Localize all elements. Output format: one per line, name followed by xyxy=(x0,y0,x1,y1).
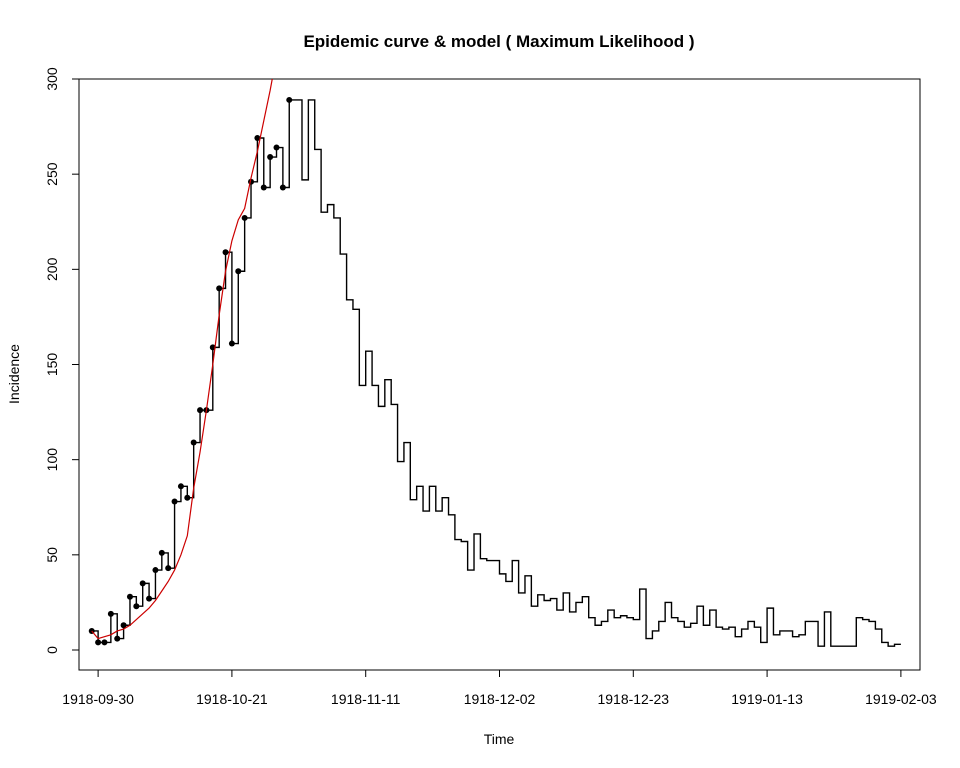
observed-point xyxy=(228,340,235,347)
observed-point xyxy=(273,144,280,151)
observed-point xyxy=(165,565,172,572)
model-fit-line xyxy=(91,79,273,640)
observed-point xyxy=(95,639,102,646)
observed-point xyxy=(139,580,146,587)
observed-point xyxy=(177,483,184,490)
observed-point xyxy=(171,498,178,505)
observed-point xyxy=(267,154,274,161)
observed-point xyxy=(222,249,229,256)
y-axis-title: Incidence xyxy=(6,344,22,404)
x-tick-label: 1918-12-23 xyxy=(597,691,669,707)
observed-point xyxy=(279,184,286,191)
x-tick-label: 1918-12-02 xyxy=(464,691,536,707)
observed-point xyxy=(152,567,159,574)
axes: 1918-09-30 1918-10-21 1918-11-11 1918-12-02… xyxy=(44,67,937,707)
observed-point xyxy=(120,622,127,629)
observed-point xyxy=(133,603,140,610)
x-axis-title: Time xyxy=(484,731,515,747)
observed-point xyxy=(235,268,242,275)
observed-point xyxy=(126,593,133,600)
observed-point xyxy=(146,595,153,602)
observed-point xyxy=(114,635,121,642)
y-tick-label: 300 xyxy=(44,67,60,91)
observed-point xyxy=(107,610,114,617)
observed-point xyxy=(101,639,108,646)
observed-point xyxy=(241,214,248,221)
y-tick-label: 150 xyxy=(44,353,60,377)
y-tick-label: 0 xyxy=(44,646,60,654)
y-tick-label: 100 xyxy=(44,448,60,472)
observed-point xyxy=(254,135,261,141)
x-tick-label: 1918-09-30 xyxy=(62,691,134,707)
y-tick-label: 200 xyxy=(44,257,60,281)
observed-point xyxy=(286,96,293,103)
x-tick-label: 1919-01-13 xyxy=(731,691,803,707)
observed-point xyxy=(158,549,165,556)
observed-point xyxy=(184,494,191,501)
observed-point xyxy=(260,184,267,191)
x-tick-label: 1918-10-21 xyxy=(196,691,268,707)
plot-marks xyxy=(88,79,901,647)
y-tick-label: 250 xyxy=(44,162,60,186)
y-tick-label: 50 xyxy=(44,547,60,563)
x-tick-label: 1919-02-03 xyxy=(865,691,937,707)
observed-point xyxy=(216,285,223,292)
x-tick-label: 1918-11-11 xyxy=(331,691,401,707)
observed-point xyxy=(197,407,204,414)
observed-point xyxy=(190,439,197,446)
chart-title: Epidemic curve & model ( Maximum Likelih… xyxy=(303,32,694,51)
